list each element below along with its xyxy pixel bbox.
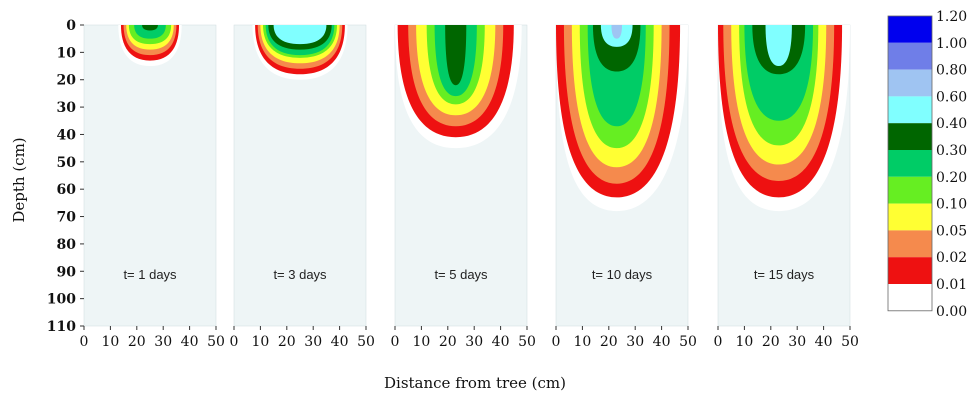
- colorbar-frame: [887, 15, 933, 312]
- x-tick-label: 10: [735, 334, 753, 350]
- panels-layer: t= 1 days 0 10 20 30 40 50 t= 3 days 0 10 20 30 40 50…: [80, 24, 859, 350]
- x-tick-label: 0: [80, 334, 89, 350]
- colorbar-swatch: [888, 69, 932, 97]
- colorbar-swatch: [888, 284, 932, 311]
- panel-time-label: t= 10 days: [592, 267, 653, 282]
- y-tick-label: 70: [57, 210, 77, 226]
- x-tick-label: 10: [573, 334, 591, 350]
- x-tick-label: 20: [278, 334, 296, 350]
- x-tick-label: 10: [412, 334, 430, 350]
- colorbar-tick-label: 1.20: [936, 9, 967, 25]
- colorbar-tick-label: 0.20: [936, 170, 967, 186]
- contour-0.40: [142, 25, 158, 31]
- x-tick-label: 50: [357, 334, 375, 350]
- y-axis: 0 10 20 30 40 50 60 70 80 90 100 110: [47, 18, 84, 335]
- panel-time-label: t= 5 days: [434, 267, 488, 282]
- y-tick-label: 30: [57, 100, 77, 116]
- y-tick-label: 0: [66, 18, 76, 34]
- panel-background: [83, 24, 217, 327]
- panel-3: t= 5 days 0 10 20 30 40 50: [391, 24, 536, 350]
- y-axis-title: Depth (cm): [10, 137, 28, 222]
- colorbar-tick-label: 0.40: [936, 116, 967, 132]
- colorbar-tick-label: 0.00: [936, 304, 967, 320]
- contour-0.30: [134, 25, 166, 39]
- x-tick-label: 30: [788, 334, 806, 350]
- x-tick-label: 30: [465, 334, 483, 350]
- x-tick-label: 0: [230, 334, 239, 350]
- x-tick-label: 30: [304, 334, 322, 350]
- x-tick-label: 40: [653, 334, 671, 350]
- colorbar-swatch: [888, 203, 932, 231]
- colorbar-swatch: [888, 230, 932, 258]
- panel-time-label: t= 15 days: [754, 267, 815, 282]
- x-tick-label: 0: [714, 334, 723, 350]
- contour-0.60: [765, 25, 792, 67]
- panel-time-label: t= 3 days: [273, 267, 327, 282]
- y-tick-label: 90: [57, 264, 77, 280]
- y-tick-label: 100: [47, 292, 76, 308]
- x-tick-label: 20: [762, 334, 780, 350]
- colorbar-tick-label: 0.60: [936, 89, 967, 105]
- y-tick-label: 10: [57, 45, 77, 61]
- y-tick-label: 50: [57, 155, 77, 171]
- contour-0.40: [445, 25, 467, 86]
- contour-0.60: [273, 25, 327, 45]
- colorbar-swatch: [888, 150, 932, 177]
- panel-1: t= 1 days 0 10 20 30 40 50: [80, 24, 225, 350]
- y-tick-label: 110: [47, 319, 76, 335]
- x-tick-label: 20: [600, 334, 618, 350]
- x-tick-label: 30: [626, 334, 644, 350]
- y-tick-label: 40: [57, 127, 77, 143]
- colorbar-tick-label: 0.01: [936, 277, 967, 293]
- x-tick-label: 10: [101, 334, 119, 350]
- colorbar-swatch: [888, 16, 932, 43]
- x-tick-label: 50: [518, 334, 536, 350]
- colorbar-swatch: [888, 96, 932, 124]
- panel-4: t= 10 days 0 10 20 30 40 50: [552, 24, 697, 350]
- colorbar-tick-label: 0.30: [936, 143, 967, 159]
- x-tick-label: 40: [815, 334, 833, 350]
- colorbar-tick-label: 0.02: [936, 250, 967, 266]
- colorbar-tick-label: 0.10: [936, 197, 967, 213]
- x-tick-label: 50: [679, 334, 697, 350]
- x-axis-title: Distance from tree (cm): [384, 374, 566, 392]
- y-tick-label: 20: [57, 73, 77, 89]
- x-tick-label: 50: [841, 334, 859, 350]
- x-tick-label: 20: [439, 334, 457, 350]
- colorbar-swatch: [888, 42, 932, 70]
- panel-time-label: t= 1 days: [123, 267, 177, 282]
- colorbar-swatch: [888, 176, 932, 204]
- x-tick-label: 30: [154, 334, 172, 350]
- x-tick-label: 0: [391, 334, 400, 350]
- colorbar: 1.20 1.00 0.80 0.60 0.40 0.30 0.20 0.10 0.05 0.02…: [887, 9, 967, 320]
- y-tick-label: 60: [57, 182, 77, 198]
- colorbar-tick-label: 0.80: [936, 63, 967, 79]
- panel-2: t= 3 days 0 10 20 30 40 50: [230, 24, 375, 350]
- x-tick-label: 20: [128, 334, 146, 350]
- colorbar-swatch: [888, 257, 932, 284]
- x-tick-label: 10: [251, 334, 269, 350]
- x-tick-label: 0: [552, 334, 561, 350]
- contour-0.80: [611, 25, 622, 39]
- x-tick-label: 40: [492, 334, 510, 350]
- panel-5: t= 15 days 0 10 20 30 40 50: [714, 24, 859, 350]
- colorbar-tick-label: 1.00: [936, 36, 967, 52]
- colorbar-swatch: [888, 123, 932, 150]
- y-tick-label: 80: [57, 237, 77, 253]
- x-tick-label: 50: [207, 334, 225, 350]
- colorbar-tick-label: 0.05: [936, 223, 967, 239]
- x-tick-label: 40: [181, 334, 199, 350]
- x-tick-label: 40: [331, 334, 349, 350]
